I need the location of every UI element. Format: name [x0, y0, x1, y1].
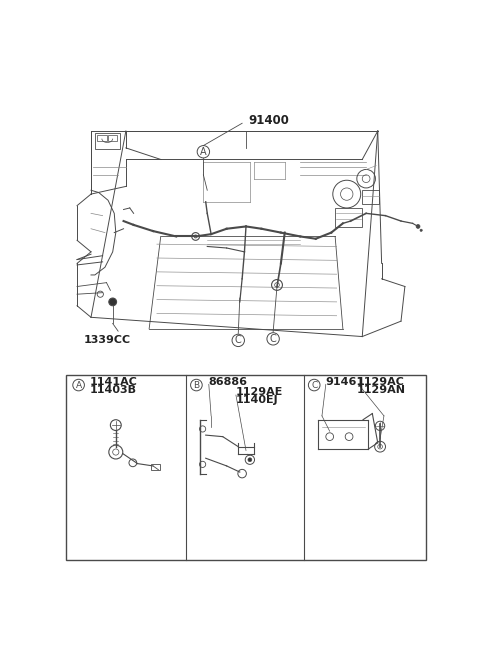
Text: C: C: [270, 334, 276, 344]
Bar: [95, 132, 120, 149]
Text: 91461: 91461: [326, 377, 365, 387]
Text: 1129AN: 1129AN: [357, 385, 406, 396]
Bar: [66, 375, 426, 560]
Circle shape: [420, 229, 422, 231]
Text: A: A: [75, 381, 82, 390]
Text: B: B: [193, 381, 200, 390]
Text: 1140EJ: 1140EJ: [236, 396, 278, 405]
Text: 1129AE: 1129AE: [236, 387, 283, 397]
Text: C: C: [235, 335, 241, 345]
Text: 1141AC: 1141AC: [89, 377, 137, 387]
Text: 1129AC: 1129AC: [357, 377, 405, 387]
Text: 91400: 91400: [248, 115, 289, 128]
Text: 1339CC: 1339CC: [83, 335, 131, 345]
Text: 86886: 86886: [209, 377, 248, 387]
Circle shape: [248, 458, 252, 462]
Text: C: C: [311, 381, 317, 390]
Circle shape: [416, 225, 420, 229]
Bar: [362, 190, 379, 204]
Text: A: A: [200, 147, 207, 157]
Bar: [151, 464, 160, 470]
Text: 11403B: 11403B: [89, 385, 136, 396]
Bar: [108, 135, 117, 141]
Bar: [97, 135, 107, 141]
Bar: [335, 208, 362, 227]
Circle shape: [109, 298, 117, 306]
